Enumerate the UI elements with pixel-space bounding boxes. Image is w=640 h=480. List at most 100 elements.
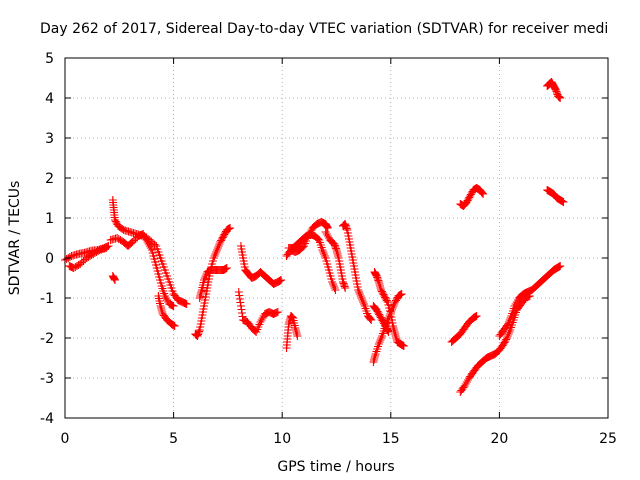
series-arc-03 [108,196,191,308]
data-point [556,262,565,270]
data-point [214,242,223,250]
data-points [61,78,568,396]
data-point [374,340,383,348]
data-point [169,302,178,310]
data-point [71,263,80,271]
data-point [87,251,96,259]
data-point [387,306,396,314]
data-point [200,274,209,282]
data-point [503,321,512,330]
data-point [384,328,393,336]
data-point [212,248,221,256]
data-point [341,284,350,292]
data-point [504,318,513,326]
y-tick-label: 3 [45,131,54,147]
data-point [505,328,514,336]
data-point [356,292,365,300]
data-point [504,330,513,338]
series-arc-13 [284,230,340,294]
data-point [210,252,219,260]
series-arc-21 [456,292,534,396]
data-point [375,338,384,346]
x-tick-label: 25 [599,431,617,447]
data-point [355,290,364,298]
y-tick-label: -4 [40,411,54,427]
axis-ticks: 0 5 10 15 20 25 -4 -3 -2 -1 0 1 2 3 4 5 [40,51,617,447]
data-point [318,246,327,254]
y-tick-label: -1 [40,291,54,307]
data-point [376,336,385,344]
y-tick-label: -2 [40,331,54,347]
data-point [389,302,398,310]
data-point [505,316,514,324]
series-arc-04 [106,230,178,310]
data-point [222,264,231,272]
data-point [65,253,74,261]
data-point [209,254,218,262]
data-point [102,244,111,252]
data-point [116,236,125,244]
x-axis-label: GPS time / hours [277,459,394,475]
data-point [504,320,513,328]
data-point [358,296,367,304]
data-point [200,276,209,284]
data-point [113,234,122,242]
data-point [367,316,376,324]
data-point [503,334,512,342]
series-arc-09 [236,242,286,288]
data-point [226,224,235,232]
series-arc-24 [543,186,568,206]
data-point [213,246,222,254]
y-tick-label: 0 [45,251,54,267]
data-point [89,250,98,258]
data-point [273,308,282,316]
y-axis-label: SDTVAR / TECUs [7,181,23,296]
data-point [82,254,91,262]
series-arc-19 [447,312,481,346]
data-point [170,322,179,330]
series-arc-18 [369,302,393,336]
data-point [331,286,340,294]
data-point [388,304,397,312]
series-arc-20 [456,184,488,210]
data-point [72,262,81,270]
x-tick-label: 5 [169,431,178,447]
data-point [69,264,78,272]
data-point [62,255,71,263]
plot-frame [64,57,609,419]
series-arc-22 [495,262,565,340]
data-point [92,248,101,256]
chart-title: Day 262 of 2017, Sidereal Day-to-day VTE… [40,21,608,37]
data-point [355,288,364,296]
data-point [365,314,374,322]
data-point [293,332,302,340]
data-point [328,278,337,286]
data-point [390,300,399,308]
series-arc-11 [282,312,302,352]
series-arc-23 [543,78,565,102]
data-point [146,244,155,252]
series-arc-07 [191,224,235,340]
data-point [387,308,396,316]
data-point [84,253,93,261]
x-tick-label: 20 [490,431,508,447]
data-point [211,250,220,258]
y-tick-label: 2 [45,171,54,187]
data-point [114,235,123,243]
x-tick-label: 0 [61,431,70,447]
data-point [94,247,103,255]
data-point [314,235,323,243]
y-tick-label: 5 [45,51,54,67]
data-point [182,300,191,308]
data-point [377,334,386,342]
data-point [366,315,375,323]
data-point [320,252,329,260]
x-tick-label: 15 [382,431,400,447]
data-point [479,190,488,198]
data-point [215,240,224,248]
data-point [330,284,339,292]
data-point [213,244,222,252]
data-point [397,290,406,298]
data-point [478,189,487,197]
